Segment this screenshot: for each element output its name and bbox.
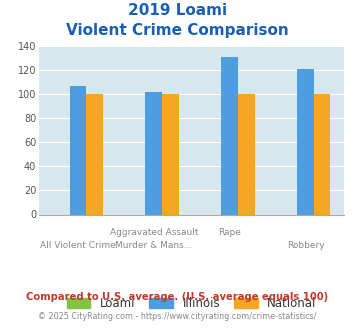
Text: 2019 Loami: 2019 Loami bbox=[128, 3, 227, 18]
Text: Aggravated Assault: Aggravated Assault bbox=[110, 228, 198, 237]
Text: Violent Crime Comparison: Violent Crime Comparison bbox=[66, 23, 289, 38]
Text: Murder & Mans...: Murder & Mans... bbox=[115, 242, 192, 250]
Bar bbox=[70, 86, 86, 214]
Text: Rape: Rape bbox=[218, 228, 241, 237]
Text: Robbery: Robbery bbox=[286, 242, 324, 250]
Text: © 2025 CityRating.com - https://www.cityrating.com/crime-statistics/: © 2025 CityRating.com - https://www.city… bbox=[38, 312, 317, 321]
Bar bbox=[314, 94, 331, 214]
Text: All Violent Crime: All Violent Crime bbox=[40, 242, 116, 250]
Bar bbox=[162, 94, 179, 214]
Legend: Loami, Illinois, National: Loami, Illinois, National bbox=[61, 291, 323, 316]
Bar bbox=[297, 69, 314, 215]
Bar bbox=[146, 92, 162, 214]
Text: Compared to U.S. average. (U.S. average equals 100): Compared to U.S. average. (U.S. average … bbox=[26, 292, 329, 302]
Bar bbox=[86, 94, 103, 214]
Bar bbox=[238, 94, 255, 214]
Bar bbox=[221, 57, 238, 215]
